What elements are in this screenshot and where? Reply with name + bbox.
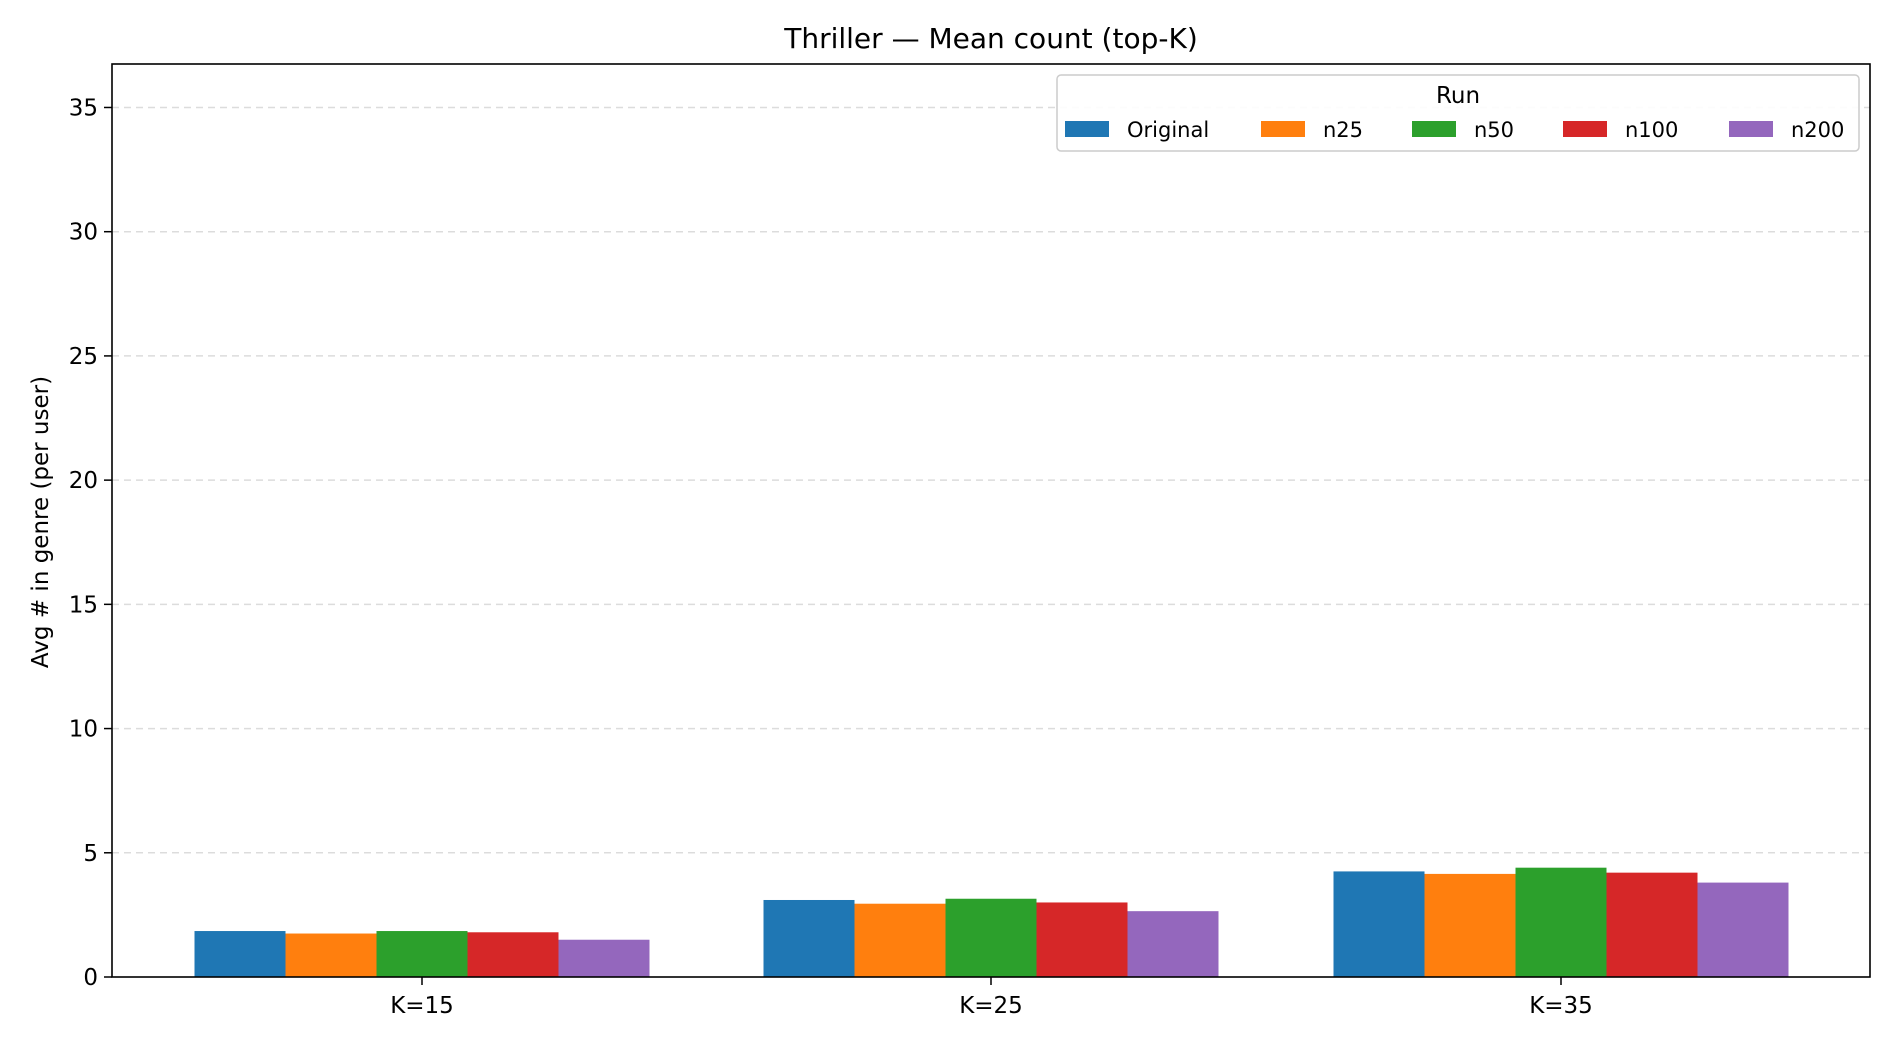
legend-swatch-n200 xyxy=(1729,121,1773,137)
x-tick-label: K=35 xyxy=(1529,993,1593,1019)
legend-swatch-original xyxy=(1065,121,1109,137)
y-tick-label: 30 xyxy=(69,220,98,246)
y-tick-label: 25 xyxy=(69,344,98,370)
legend: Run Original n25 n50 n100 n200 xyxy=(1056,74,1860,152)
legend-label-n25: n25 xyxy=(1323,118,1363,142)
x-tick-label: K=15 xyxy=(390,993,454,1019)
bar-n200-k25 xyxy=(1127,911,1219,977)
bar-original-k25 xyxy=(763,899,855,977)
legend-frame xyxy=(1056,74,1860,152)
legend-swatch-n50 xyxy=(1412,121,1456,137)
bar-n25-k25 xyxy=(854,903,946,977)
legend-label-original: Original xyxy=(1127,118,1209,142)
bar-n200-k15 xyxy=(558,939,650,977)
bar-n100-k35 xyxy=(1606,872,1698,977)
legend-entries: Original n25 n50 n100 n200 xyxy=(1065,118,1844,142)
legend-label-n50: n50 xyxy=(1474,118,1514,142)
bar-original-k35 xyxy=(1333,871,1425,977)
y-tick-label: 20 xyxy=(69,468,98,494)
legend-label-n100: n100 xyxy=(1625,118,1678,142)
y-tick-label: 35 xyxy=(69,95,98,121)
x-tick-label: K=25 xyxy=(959,993,1023,1019)
legend-swatch-n100 xyxy=(1563,121,1607,137)
chart-title: Thriller — Mean count (top-K) xyxy=(783,22,1198,55)
legend-swatch-n25 xyxy=(1261,121,1305,137)
y-tick-label: 10 xyxy=(69,717,98,743)
bar-n100-k25 xyxy=(1036,902,1128,977)
bar-n50-k35 xyxy=(1515,867,1607,977)
legend-label-n200: n200 xyxy=(1791,118,1844,142)
y-tick-label: 0 xyxy=(83,965,98,991)
tick-layer: 0 5 10 15 20 25 30 35 K=15 K=25 K=35 xyxy=(69,95,1593,1019)
bar-original-k15 xyxy=(194,931,286,977)
bar-n50-k25 xyxy=(945,898,1037,977)
bar-n200-k35 xyxy=(1697,882,1789,977)
bar-n100-k15 xyxy=(467,932,559,977)
bar-layer xyxy=(194,867,1789,977)
bar-n50-k15 xyxy=(376,931,468,977)
y-axis-label: Avg # in genre (per user) xyxy=(28,376,54,668)
bar-n25-k35 xyxy=(1424,873,1516,977)
bar-n25-k15 xyxy=(285,933,377,977)
y-tick-label: 5 xyxy=(83,841,98,867)
legend-title: Run xyxy=(1436,83,1480,109)
y-tick-label: 15 xyxy=(69,592,98,618)
